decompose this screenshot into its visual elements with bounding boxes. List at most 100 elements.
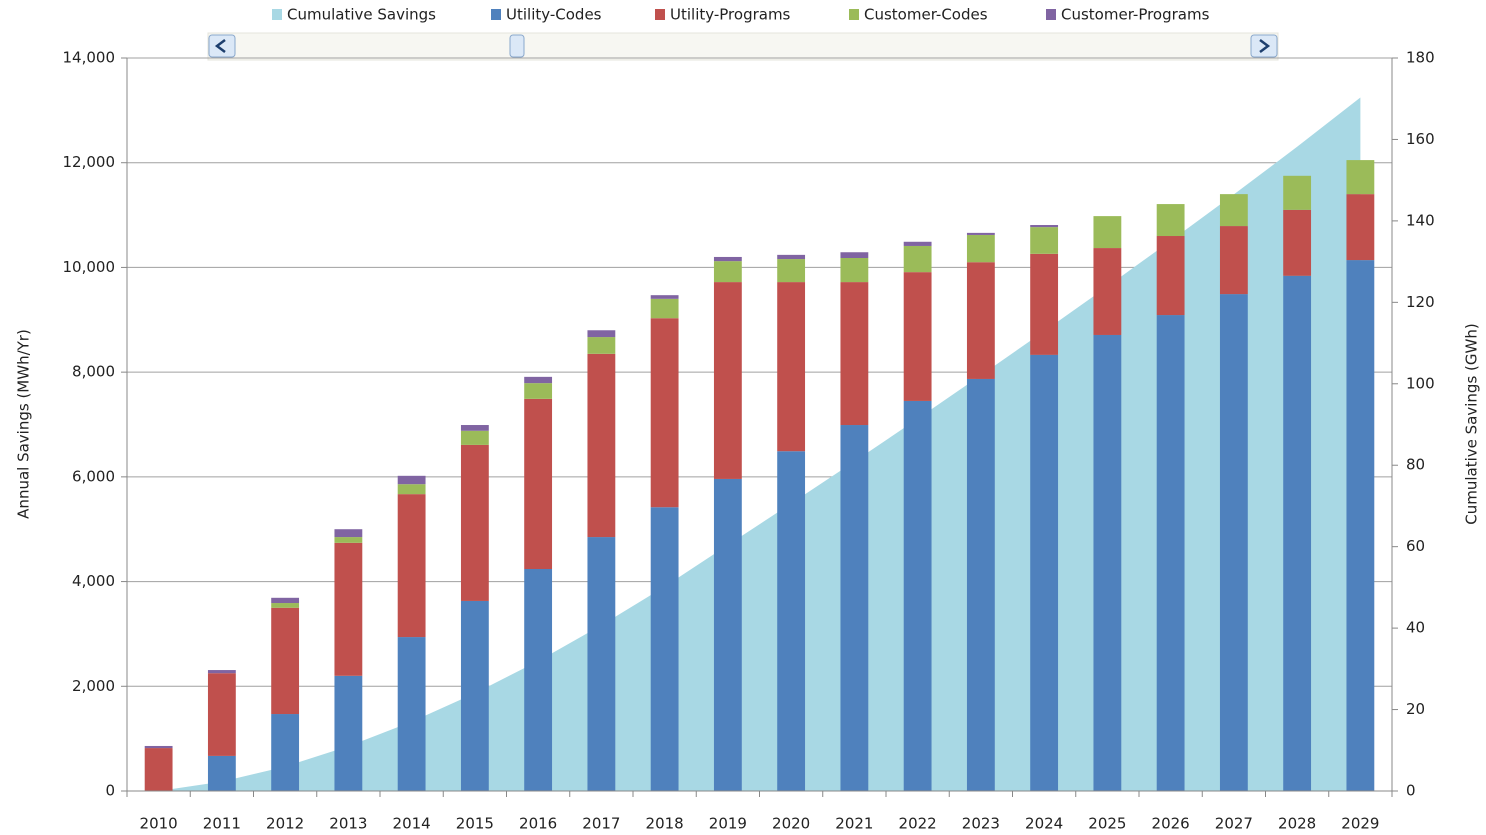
bar-segment <box>903 245 932 273</box>
y2-tick-label: 120 <box>1406 293 1435 311</box>
bar-segment <box>713 261 742 283</box>
bar-segment <box>966 378 995 791</box>
x-tick-label: 2011 <box>203 815 241 833</box>
bar-segment <box>1219 294 1248 791</box>
bar-segment <box>524 376 553 384</box>
legend-label: Customer-Programs <box>1061 6 1210 24</box>
bar-segment <box>777 259 806 283</box>
bar-segment <box>1346 160 1375 195</box>
x-tick-label: 2018 <box>646 815 684 833</box>
x-tick-label: 2026 <box>1152 815 1190 833</box>
x-tick-label: 2029 <box>1341 815 1379 833</box>
bar-segment <box>524 383 553 399</box>
bar-segment <box>1283 275 1312 791</box>
scroll-thumb[interactable] <box>509 34 525 58</box>
bar-segment <box>460 444 489 601</box>
x-tick-label: 2016 <box>519 815 557 833</box>
bar-segment <box>1283 209 1312 276</box>
bar-segment <box>777 254 806 260</box>
y-tick-label: 2,000 <box>72 677 115 695</box>
scroll-left-arrow <box>214 39 226 53</box>
bar-segment <box>713 256 742 262</box>
x-tick-label: 2015 <box>456 815 494 833</box>
y-tick-label: 0 <box>105 782 115 800</box>
scroll-left-button[interactable] <box>208 34 236 58</box>
bar-segment <box>1219 226 1248 295</box>
bar-segment <box>903 241 932 246</box>
bar-segment <box>650 298 679 319</box>
bar-segment <box>1093 216 1122 249</box>
bar-segment <box>271 607 300 715</box>
y2-tick-label: 80 <box>1406 456 1425 474</box>
bar-segment <box>1030 225 1059 228</box>
bar-segment <box>650 507 679 791</box>
bar-segment <box>1346 260 1375 791</box>
bar-segment <box>334 537 363 543</box>
bar-segment <box>524 569 553 791</box>
x-tick-label: 2022 <box>899 815 937 833</box>
bar-segment <box>840 282 869 426</box>
y-tick-label: 14,000 <box>63 49 116 67</box>
bar-segment <box>1093 248 1122 335</box>
x-tick-label: 2028 <box>1278 815 1316 833</box>
bar-segment <box>397 475 426 485</box>
bar-segment <box>777 282 806 452</box>
bar-segment <box>207 673 236 756</box>
bar-segment <box>334 542 363 676</box>
legend-swatch <box>849 9 859 20</box>
bar-segment <box>271 714 300 791</box>
bar-segment <box>524 398 553 570</box>
bar-segment <box>271 603 300 608</box>
bar-segment <box>397 494 426 638</box>
scroll-right-button[interactable] <box>1250 34 1278 58</box>
bar-segment <box>840 425 869 791</box>
bar-segment <box>587 330 616 338</box>
legend-swatch <box>491 9 501 20</box>
legend-label: Cumulative Savings <box>287 6 436 24</box>
bar-segment <box>397 484 426 495</box>
y2-tick-label: 160 <box>1406 130 1435 148</box>
y2-axis-title: Cumulative Savings (GWh) <box>1463 323 1481 524</box>
bar-segment <box>1030 227 1059 254</box>
y2-tick-label: 0 <box>1406 782 1416 800</box>
scroll-right-arrow <box>1259 39 1271 53</box>
scrollbar <box>207 32 1279 61</box>
bar-segment <box>650 318 679 508</box>
y-axis-title: Annual Savings (MWh/Yr) <box>15 329 33 519</box>
x-tick-label: 2020 <box>772 815 810 833</box>
y2-tick-label: 180 <box>1406 49 1435 67</box>
bar-segment <box>1156 236 1185 316</box>
y2-tick-label: 40 <box>1406 619 1425 637</box>
y-tick-label: 8,000 <box>72 363 115 381</box>
bar-segment <box>903 400 932 791</box>
bar-segment <box>966 234 995 263</box>
x-tick-label: 2027 <box>1215 815 1253 833</box>
bar-segment <box>1156 204 1185 237</box>
y2-tick-label: 140 <box>1406 211 1435 229</box>
y2-tick-label: 20 <box>1406 700 1425 718</box>
bar-segment <box>460 430 489 445</box>
x-tick-label: 2021 <box>835 815 873 833</box>
x-tick-label: 2010 <box>140 815 178 833</box>
x-tick-label: 2019 <box>709 815 747 833</box>
x-tick-label: 2012 <box>266 815 304 833</box>
bar-segment <box>650 295 679 299</box>
bar-segment <box>840 252 869 259</box>
bar-segment <box>1030 354 1059 791</box>
bar-segment <box>587 337 616 354</box>
bar-segment <box>587 537 616 791</box>
x-tick-label: 2025 <box>1088 815 1126 833</box>
x-tick-label: 2013 <box>329 815 367 833</box>
bar-segment <box>207 755 236 791</box>
bar-segment <box>397 637 426 791</box>
bar-segment <box>334 529 363 538</box>
bar-segment <box>1030 253 1059 355</box>
bar-segment <box>840 258 869 283</box>
bar-segment <box>334 675 363 791</box>
bar-segment <box>966 262 995 379</box>
bar-segment <box>713 282 742 479</box>
bar-segment <box>144 748 173 791</box>
legend-label: Utility-Programs <box>670 6 791 24</box>
x-tick-label: 2014 <box>393 815 431 833</box>
